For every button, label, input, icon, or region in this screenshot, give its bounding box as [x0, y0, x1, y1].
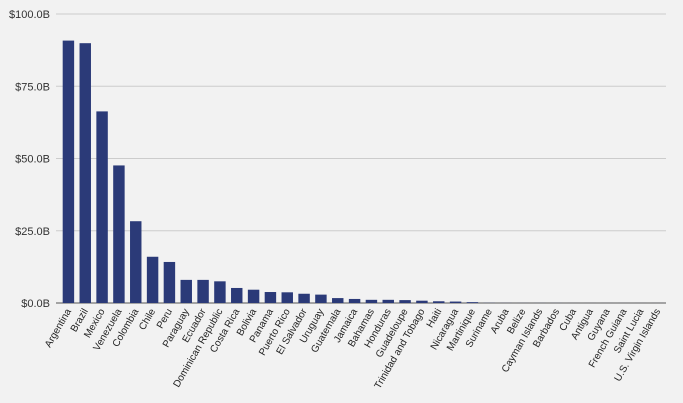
bar [315, 294, 327, 303]
bar [348, 298, 361, 303]
y-axis-tick-labels: $0.0B $25.0B $50.0B $75.0B $100.0B [9, 9, 50, 310]
bar [231, 287, 243, 303]
bar [298, 293, 310, 303]
bar [79, 43, 91, 304]
gridlines [56, 13, 666, 304]
y-tick-label: $50.0B [15, 154, 50, 166]
bar [113, 165, 125, 303]
bar [130, 221, 142, 303]
y-tick-label: $100.0B [9, 9, 50, 21]
bar [163, 261, 176, 303]
bar [449, 301, 462, 303]
bar [180, 279, 192, 303]
bar [399, 300, 411, 303]
x-axis-tick-labels: ArgentinaBrazilMexicoVenezuelaColombiaCh… [43, 306, 663, 391]
bar [416, 300, 428, 303]
bar [214, 281, 226, 303]
bar [281, 292, 293, 303]
bar [332, 298, 344, 303]
x-tick-label: Chile [137, 307, 158, 333]
y-tick-label: $0.0B [21, 298, 50, 310]
bar [146, 256, 159, 303]
bar [96, 111, 108, 303]
bar [365, 299, 378, 303]
bar [382, 299, 394, 303]
bar [197, 279, 209, 303]
bar [62, 40, 75, 303]
bar [433, 301, 445, 303]
bar [247, 289, 260, 303]
bar [264, 292, 277, 303]
y-tick-label: $25.0B [15, 226, 50, 238]
bar [466, 302, 479, 303]
bars [62, 40, 664, 304]
y-tick-label: $75.0B [15, 81, 50, 93]
